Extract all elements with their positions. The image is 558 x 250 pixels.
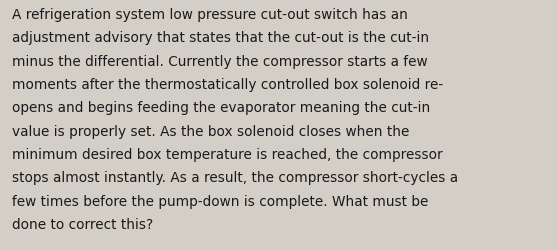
Text: few times before the pump-down is complete. What must be: few times before the pump-down is comple…: [12, 194, 429, 208]
Text: stops almost instantly. As a result, the compressor short-cycles a: stops almost instantly. As a result, the…: [12, 171, 459, 185]
Text: done to correct this?: done to correct this?: [12, 217, 153, 231]
Text: A refrigeration system low pressure cut-out switch has an: A refrigeration system low pressure cut-…: [12, 8, 408, 22]
Text: moments after the thermostatically controlled box solenoid re-: moments after the thermostatically contr…: [12, 78, 444, 92]
Text: minus the differential. Currently the compressor starts a few: minus the differential. Currently the co…: [12, 54, 428, 68]
Text: adjustment advisory that states that the cut-out is the cut-in: adjustment advisory that states that the…: [12, 31, 430, 45]
Text: value is properly set. As the box solenoid closes when the: value is properly set. As the box soleno…: [12, 124, 410, 138]
Text: minimum desired box temperature is reached, the compressor: minimum desired box temperature is reach…: [12, 148, 443, 162]
Text: opens and begins feeding the evaporator meaning the cut-in: opens and begins feeding the evaporator …: [12, 101, 431, 115]
